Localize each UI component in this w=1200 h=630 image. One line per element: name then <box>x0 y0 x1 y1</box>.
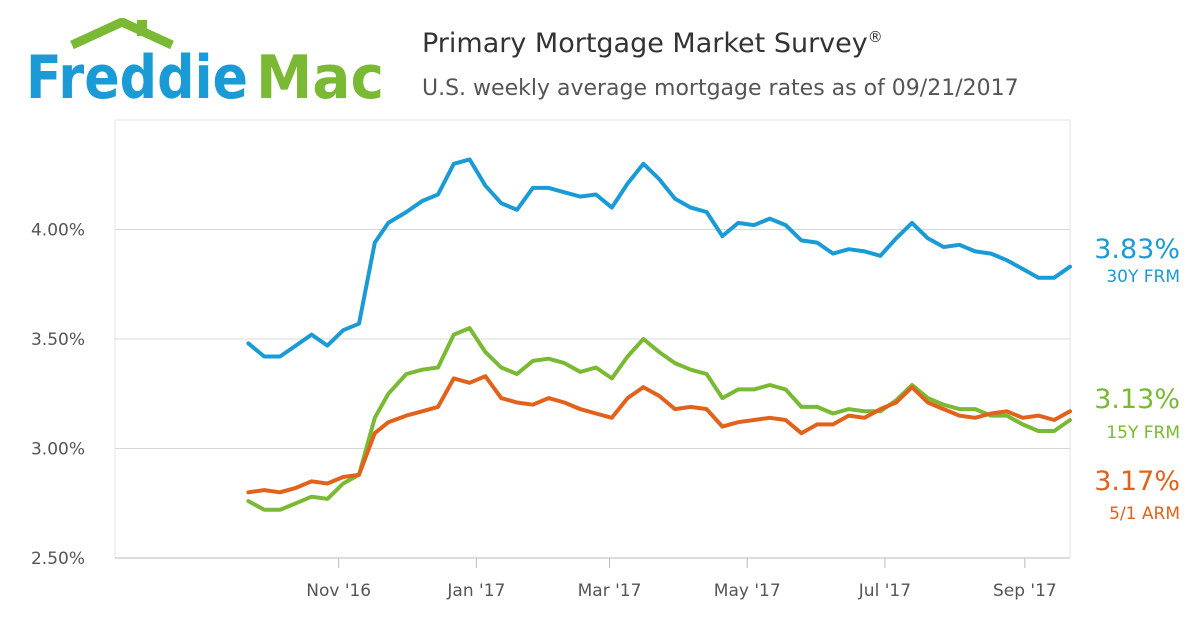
series-label-5-1-arm: 5/1 ARM <box>1109 504 1180 524</box>
x-tick-label: Sep '17 <box>993 581 1057 601</box>
logo-roof-icon <box>70 18 174 50</box>
x-tick-label: May '17 <box>714 581 781 601</box>
series-label-30y-frm: 30Y FRM <box>1106 267 1180 287</box>
freddie-mac-logo: Freddie Mac <box>26 18 384 108</box>
chart-title: Primary Mortgage Market Survey® <box>422 28 883 59</box>
x-tick-label: Jul '17 <box>858 581 911 601</box>
x-tick-label: Mar '17 <box>578 581 642 601</box>
series-line-30y-frm <box>246 157 1072 359</box>
y-tick-label: 3.00% <box>31 440 85 460</box>
y-tick-label: 2.50% <box>31 549 85 569</box>
series-line-5-1-arm <box>246 374 1072 495</box>
chart-title-text: Primary Mortgage Market Survey <box>422 28 868 59</box>
y-tick-label: 3.50% <box>31 330 85 350</box>
y-tick-label: 4.00% <box>31 221 85 241</box>
logo-wordmark: Freddie Mac <box>26 43 384 108</box>
end-value-5-1-arm: 3.17% <box>1094 466 1180 497</box>
end-value-15y-frm: 3.13% <box>1094 384 1180 415</box>
logo-word-freddie: Freddie <box>26 43 248 108</box>
series-label-15y-frm: 15Y FRM <box>1106 423 1180 443</box>
logo-chimney-icon <box>137 20 147 36</box>
end-value-30y-frm: 3.83% <box>1094 234 1180 265</box>
chart-subtitle: U.S. weekly average mortgage rates as of… <box>422 76 1019 101</box>
registered-mark: ® <box>867 28 883 46</box>
x-tick-label: Nov '16 <box>306 581 371 601</box>
logo-word-mac: Mac <box>256 43 384 108</box>
x-tick-label: Jan '17 <box>446 581 505 601</box>
series-line-15y-frm <box>246 326 1072 512</box>
